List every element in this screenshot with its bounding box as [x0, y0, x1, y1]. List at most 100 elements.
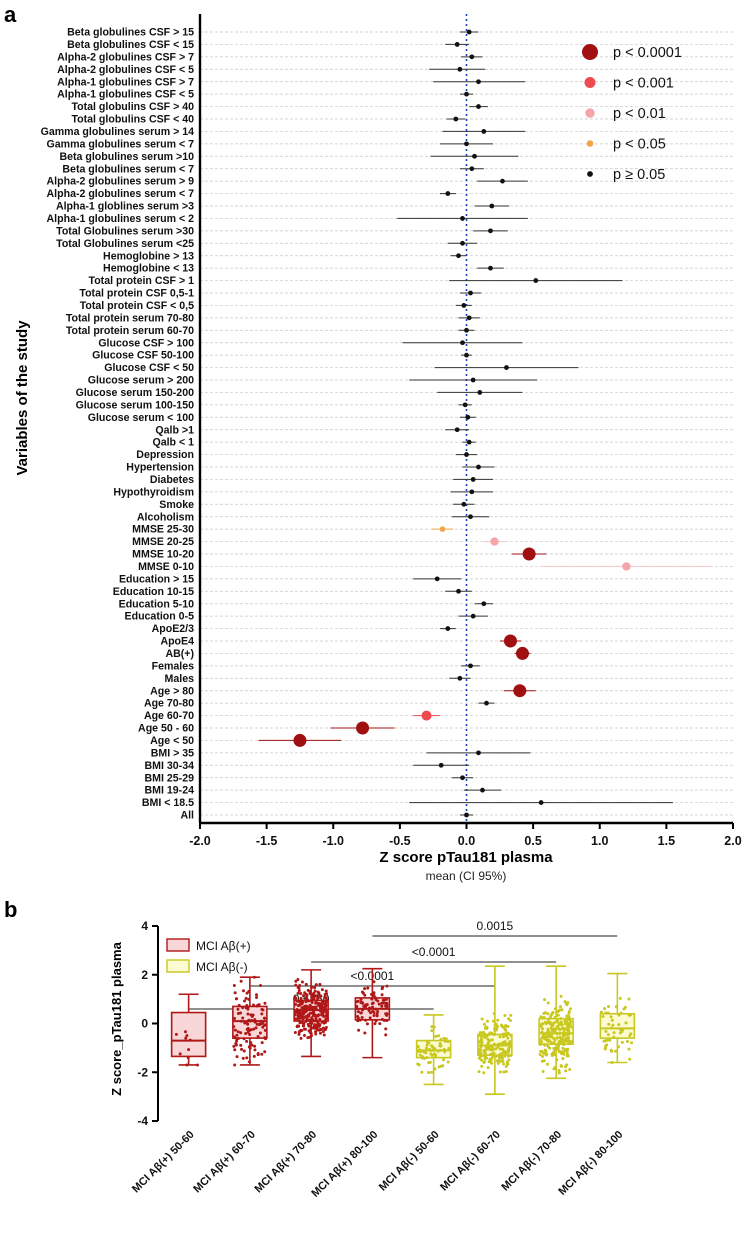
box-data-point — [322, 1033, 326, 1037]
box-data-point — [245, 991, 249, 995]
forest-point — [434, 576, 440, 582]
box-data-point — [629, 1013, 633, 1017]
forest-row-label: Total globulins CSF < 40 — [71, 114, 194, 126]
box-data-point — [563, 1022, 567, 1026]
box-data-point — [254, 1026, 258, 1030]
box-data-point — [252, 1027, 256, 1031]
box-data-point — [504, 1033, 508, 1037]
box-data-point — [300, 1006, 304, 1010]
box-data-point — [245, 1039, 249, 1043]
box-data-point — [316, 1023, 320, 1027]
box-data-point — [382, 998, 386, 1002]
box-data-point — [605, 1043, 609, 1047]
box-data-point — [184, 1036, 188, 1040]
box-data-point — [296, 978, 300, 982]
box-data-point — [486, 1041, 490, 1045]
forest-row-label: MMSE 25-30 — [132, 524, 194, 536]
forest-row: Hypothyroidism — [113, 486, 494, 498]
box-data-point — [296, 1014, 300, 1018]
forest-x-tick-label: -0.5 — [389, 834, 411, 848]
box-data-point — [433, 1067, 437, 1071]
box-data-point — [502, 1025, 506, 1029]
box-data-point — [496, 1018, 500, 1022]
box-data-point — [309, 999, 313, 1003]
box-data-point — [235, 1033, 239, 1037]
box-data-point — [483, 1022, 487, 1026]
box-data-point — [609, 1048, 613, 1052]
box-data-point — [385, 984, 389, 988]
box-category-label: MCI Aβ(-) 50-60 — [377, 1129, 442, 1194]
forest-point — [445, 191, 451, 196]
box-data-point — [446, 1040, 450, 1044]
box-data-point — [244, 996, 248, 1000]
forest-row: Age 60-70 — [144, 710, 440, 722]
forest-row-label: Beta globulines CSF > 15 — [67, 27, 194, 39]
box-data-point — [509, 1053, 513, 1057]
forest-row-label: Age > 80 — [150, 685, 194, 697]
box-data-point — [477, 1070, 481, 1074]
box-data-point — [558, 1035, 562, 1039]
box-data-point — [628, 1034, 632, 1038]
forest-row: BMI > 35 — [151, 747, 531, 759]
box-data-point — [618, 996, 622, 1000]
forest-row-label: BMI > 35 — [151, 747, 194, 759]
forest-row-label: Glucose serum < 100 — [88, 412, 194, 424]
box-data-point — [359, 1000, 363, 1004]
box-data-point — [241, 1056, 245, 1060]
forest-row-label: Hypothyroidism — [113, 486, 194, 498]
box-data-point — [493, 1032, 497, 1036]
box-data-point — [482, 1061, 486, 1065]
box-data-point — [310, 985, 314, 989]
box-data-point — [384, 1004, 388, 1008]
box-data-point — [245, 1021, 249, 1025]
box-data-point — [356, 999, 360, 1003]
box-data-point — [299, 992, 303, 996]
box-data-point — [258, 1031, 262, 1035]
box-data-point — [498, 1035, 502, 1039]
box-data-point — [298, 1021, 302, 1025]
box-data-point — [183, 1030, 187, 1034]
box-data-point — [324, 989, 328, 993]
box-data-point — [324, 1020, 328, 1024]
forest-row-label: BMI 30-34 — [145, 760, 195, 772]
box-data-point — [569, 1020, 573, 1024]
box-data-point — [422, 1056, 426, 1060]
box-data-point — [552, 1047, 556, 1051]
box-data-point — [263, 1050, 267, 1054]
box-data-point — [620, 1029, 624, 1033]
forest-row-label: Beta globulines CSF < 15 — [67, 39, 194, 51]
box-data-point — [553, 1038, 557, 1042]
box-data-point — [358, 1018, 362, 1022]
forest-point — [464, 327, 469, 333]
box-data-point — [372, 1010, 376, 1014]
box-data-point — [314, 983, 318, 987]
box-data-point — [506, 1036, 510, 1040]
forest-row-label: Total Globulines serum >30 — [56, 225, 194, 237]
box-data-point — [504, 1023, 508, 1027]
box-data-point — [507, 1017, 511, 1021]
forest-row-label: Beta globulines serum < 7 — [62, 163, 194, 175]
box-data-point — [187, 1048, 191, 1052]
box-data-point — [494, 1054, 498, 1058]
legend-marker-p001 — [584, 77, 596, 88]
forest-point — [470, 477, 476, 482]
box-data-point — [479, 1051, 483, 1055]
forest-point — [465, 414, 471, 420]
box-axes: -4 -2 0 2 4 — [137, 919, 159, 1128]
forest-row-label: Total protein serum 70-80 — [66, 312, 194, 324]
box-data-point — [363, 993, 367, 997]
box-data-point — [233, 1028, 237, 1032]
box-data-point — [365, 1022, 369, 1026]
forest-row: Alpha-1 globulines serum < 2 — [47, 213, 528, 225]
box-data-point — [545, 1035, 549, 1039]
forest-point — [464, 91, 469, 97]
box-data-point — [500, 1023, 504, 1027]
box-data-point — [542, 1059, 546, 1063]
forest-row-label: Age 50 - 60 — [138, 723, 194, 735]
forest-row: Glucose serum > 200 — [88, 375, 538, 387]
box-data-point — [506, 1054, 510, 1058]
box-data-point — [260, 1041, 264, 1045]
box-data-point — [442, 1058, 446, 1062]
forest-point — [466, 29, 472, 35]
